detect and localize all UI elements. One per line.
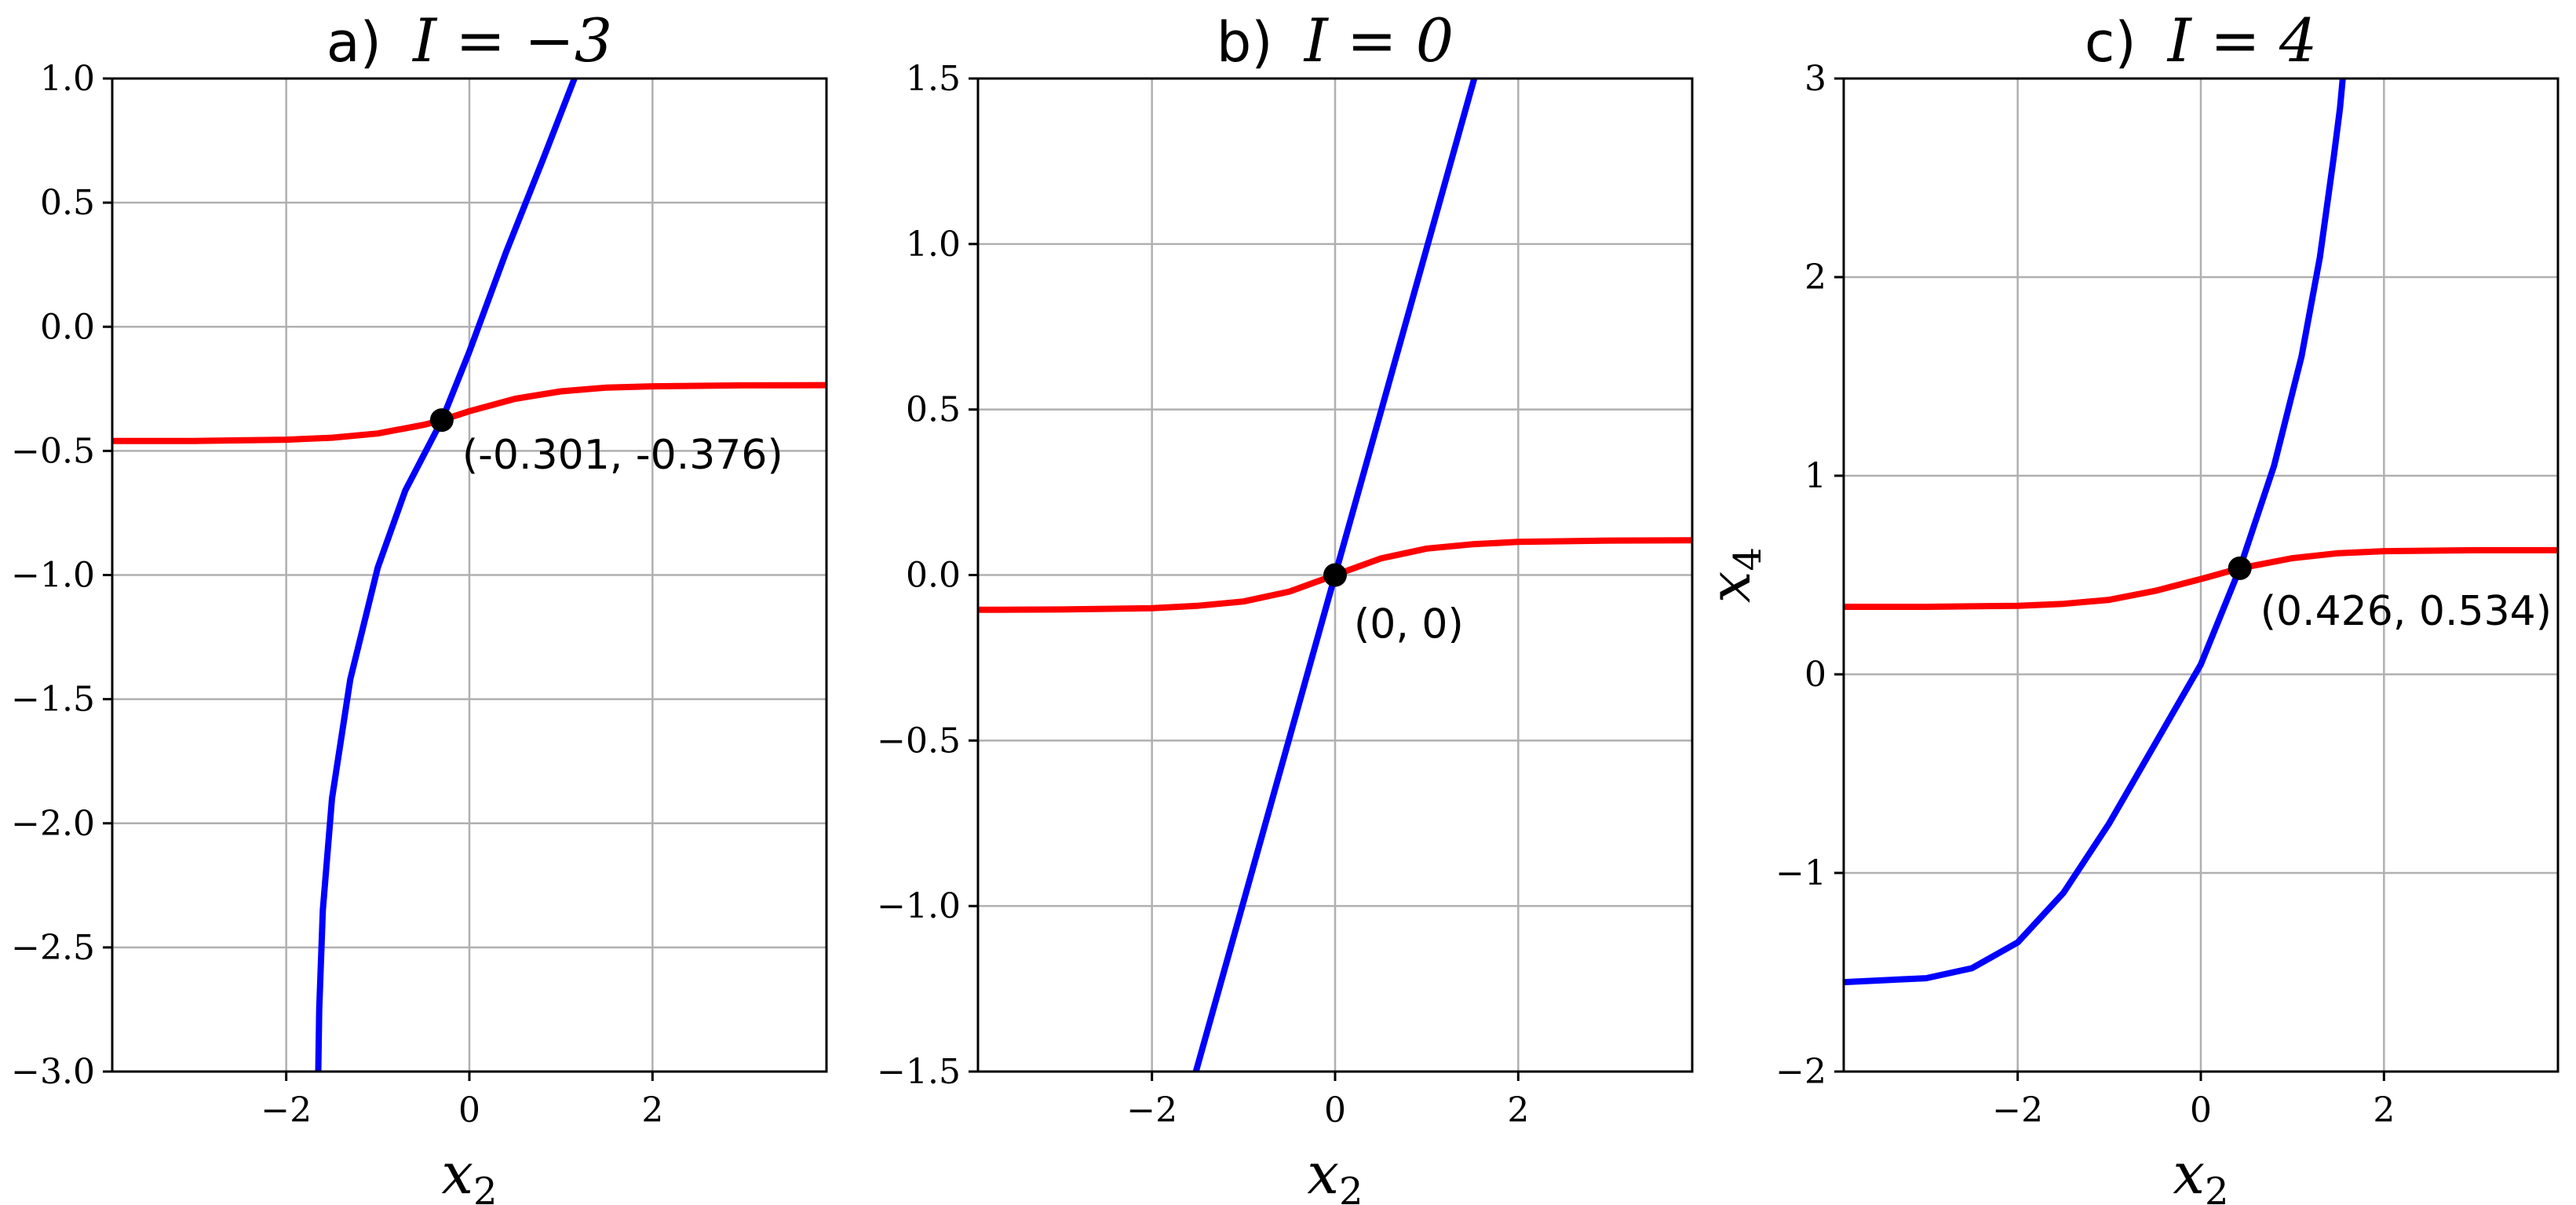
panel-a-xlabel-sub: 2	[473, 1170, 498, 1205]
b-xtick-label-0: −2	[1126, 1090, 1177, 1130]
a-ytick-label-8: −3.0	[11, 1052, 95, 1092]
panel-b-title-prefix: b)	[1217, 10, 1273, 75]
c-ytick-label-4: −1	[1775, 853, 1826, 893]
c-series-1-line	[1844, 79, 2346, 986]
a-ytick-label-2: 0.0	[40, 307, 95, 347]
panel-a-title: a) I = −3	[327, 5, 612, 75]
c-xtick-label-1: 0	[2190, 1090, 2212, 1130]
a-ytick-label-4: −1.0	[11, 556, 95, 596]
panel-a-series	[112, 79, 826, 1072]
panel-c-grid	[1844, 77, 2558, 1073]
a-ytick-label-0: 1.0	[40, 59, 95, 99]
panel-b-title-math: I = 0	[1303, 5, 1454, 75]
a-intersection-point	[429, 408, 454, 433]
b-ytick-label-1: 1.0	[906, 225, 961, 265]
panel-c-yticks: 3 2 1 0 −1 −2	[1775, 59, 1844, 1092]
b-ytick-label-2: 0.5	[906, 390, 961, 430]
panel-b-xticks: −2 0 2	[1126, 1072, 1529, 1130]
c-ytick-label-3: 0	[1804, 655, 1826, 695]
panel-a-xticks: −2 0 2	[261, 1072, 663, 1130]
panel-b-xlabel-sub: 2	[1339, 1170, 1363, 1205]
panel-c-title-prefix: c)	[2085, 10, 2136, 75]
panel-b-title: b) I = 0	[1217, 5, 1454, 75]
panel-c-ylabel-main: x	[1697, 571, 1763, 603]
a-xtick-label-1: 0	[458, 1090, 480, 1130]
c-ytick-label-2: 1	[1804, 456, 1826, 496]
a-ytick-label-1: 0.5	[40, 183, 95, 223]
b-ytick-label-5: −1.0	[877, 886, 961, 926]
panel-b-yticks: 1.5 1.0 0.5 0.0 −0.5 −1.0 −1.5	[877, 59, 978, 1092]
b-intersection-point	[1323, 563, 1347, 587]
panel-a: −2 0 2 1.0 0.5 0.0 −0.5 −1.0 −1.5 −2.0 −2.5 −3.0 a…	[11, 5, 828, 1205]
panel-c-xlabel: x2	[2173, 1141, 2228, 1205]
panel-a-xlabel: x2	[441, 1141, 497, 1205]
panel-a-title-math: I = −3	[411, 5, 612, 75]
b-ytick-label-0: 1.5	[906, 59, 961, 99]
panel-c-series	[1844, 79, 2558, 986]
c-ytick-label-5: −2	[1775, 1052, 1826, 1092]
c-series-0-line	[1844, 546, 2558, 610]
panel-b: −2 0 2 1.5 1.0 0.5 0.0 −0.5 −1.0 −1.5 b) I = 0 x…	[877, 5, 1694, 1205]
panel-c-xlabel-main: x	[2173, 1141, 2205, 1205]
panel-b-xlabel: x2	[1307, 1141, 1363, 1205]
b-ytick-label-4: −0.5	[877, 721, 961, 761]
panel-c-title-math: I = 4	[2166, 5, 2317, 75]
c-intersection-point	[2228, 556, 2252, 580]
c-ytick-label-0: 3	[1804, 59, 1826, 99]
b-ytick-label-3: 0.0	[906, 556, 961, 596]
a-intersection-label: (-0.301, -0.376)	[462, 432, 783, 479]
a-ytick-label-3: −0.5	[11, 431, 95, 471]
b-intersection-label: (0, 0)	[1354, 601, 1464, 648]
panel-a-yticks: 1.0 0.5 0.0 −0.5 −1.0 −1.5 −2.0 −2.5 −3.0	[11, 59, 112, 1092]
b-xtick-label-2: 2	[1507, 1090, 1529, 1130]
panel-c-xticks: −2 0 2	[1992, 1072, 2395, 1130]
panel-c-ylabel-sub: 4	[1726, 547, 1770, 571]
panel-a-title-prefix: a)	[327, 10, 381, 75]
panel-a-grid	[112, 77, 826, 1073]
c-xtick-label-2: 2	[2373, 1090, 2395, 1130]
panel-c-xlabel-sub: 2	[2205, 1170, 2229, 1205]
b-xtick-label-1: 0	[1324, 1090, 1346, 1130]
a-xtick-label-2: 2	[641, 1090, 663, 1130]
a-ytick-label-7: −2.5	[11, 928, 95, 968]
c-xtick-label-0: −2	[1992, 1090, 2043, 1130]
c-intersection-label: (0.426, 0.534)	[2260, 588, 2552, 635]
panel-a-xlabel-main: x	[441, 1141, 473, 1205]
c-ytick-label-1: 2	[1804, 257, 1826, 298]
a-series-0-line	[112, 382, 826, 444]
b-ytick-label-6: −1.5	[877, 1052, 961, 1092]
a-ytick-label-6: −2.0	[11, 804, 95, 844]
panel-c-ylabel: x4	[1697, 547, 1770, 603]
a-ytick-label-5: −1.5	[11, 680, 95, 720]
a-series-1-line	[315, 79, 578, 1072]
panel-b-xlabel-main: x	[1307, 1141, 1339, 1205]
a-xtick-label-0: −2	[261, 1090, 312, 1130]
panel-c-title: c) I = 4	[2085, 5, 2317, 75]
